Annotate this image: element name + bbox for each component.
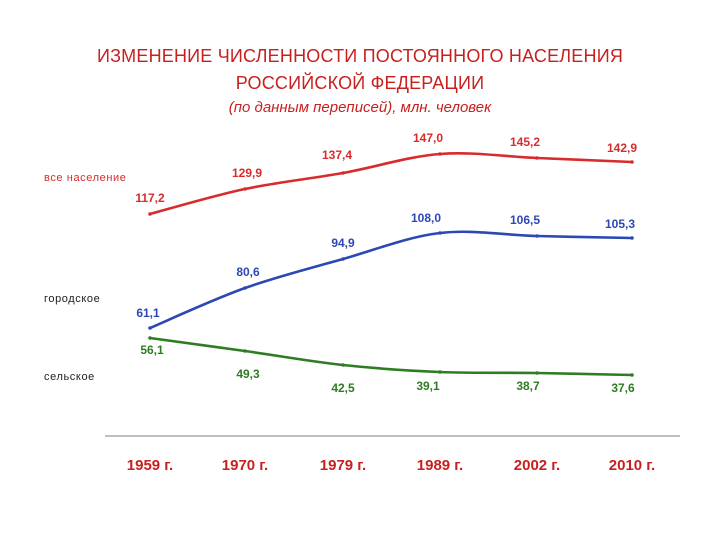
data-label: 105,3 [605,217,635,231]
data-point [341,171,345,175]
data-point [438,370,442,374]
data-point [438,231,442,235]
chart-subtitle: (по данным переписей), млн. человек [228,99,492,116]
data-label: 94,9 [331,236,355,250]
data-point [243,349,247,353]
data-label: 117,2 [135,191,165,205]
data-point [341,257,345,261]
data-label: 49,3 [236,367,260,381]
x-tick-label: 2002 г. [514,457,560,474]
data-point [535,156,539,160]
chart-title-line-1: ИЗМЕНЕНИЕ ЧИСЛЕННОСТИ ПОСТОЯННОГО НАСЕЛЕ… [96,46,624,66]
data-point [341,363,345,367]
x-tick-label: 2010 г. [609,457,655,474]
data-label: 108,0 [411,211,441,225]
series-line-0 [148,152,634,216]
x-tick-label: 1989 г. [417,457,463,474]
data-point [243,187,247,191]
data-label: 129,9 [232,166,262,180]
legend-label: городское [44,293,100,305]
data-point [535,371,539,375]
data-point [148,212,152,216]
legend-label: все население [44,172,127,184]
data-point [630,236,634,240]
chart-title-line-2: РОССИЙСКОЙ ФЕДЕРАЦИИ [235,73,485,93]
data-label: 80,6 [236,265,260,279]
data-label: 37,6 [611,381,635,395]
data-label: 61,1 [136,306,160,320]
data-label: 106,5 [510,213,540,227]
data-label: 142,9 [607,141,637,155]
data-label: 56,1 [140,343,164,357]
data-point [438,152,442,156]
series-line-2 [148,336,634,377]
data-point [630,373,634,377]
data-point [148,326,152,330]
data-point [630,160,634,164]
data-point [535,234,539,238]
data-point [243,286,247,290]
legend-label: сельское [44,371,95,383]
x-tick-label: 1959 г. [127,457,173,474]
data-label: 42,5 [331,381,355,395]
x-tick-label: 1979 г. [320,457,366,474]
series-line-1 [148,230,634,330]
data-label: 39,1 [416,379,440,393]
data-label: 137,4 [322,148,352,162]
data-label: 145,2 [510,135,540,149]
data-point [148,336,152,340]
data-label: 147,0 [413,131,443,145]
x-tick-label: 1970 г. [222,457,268,474]
data-label: 38,7 [516,379,540,393]
